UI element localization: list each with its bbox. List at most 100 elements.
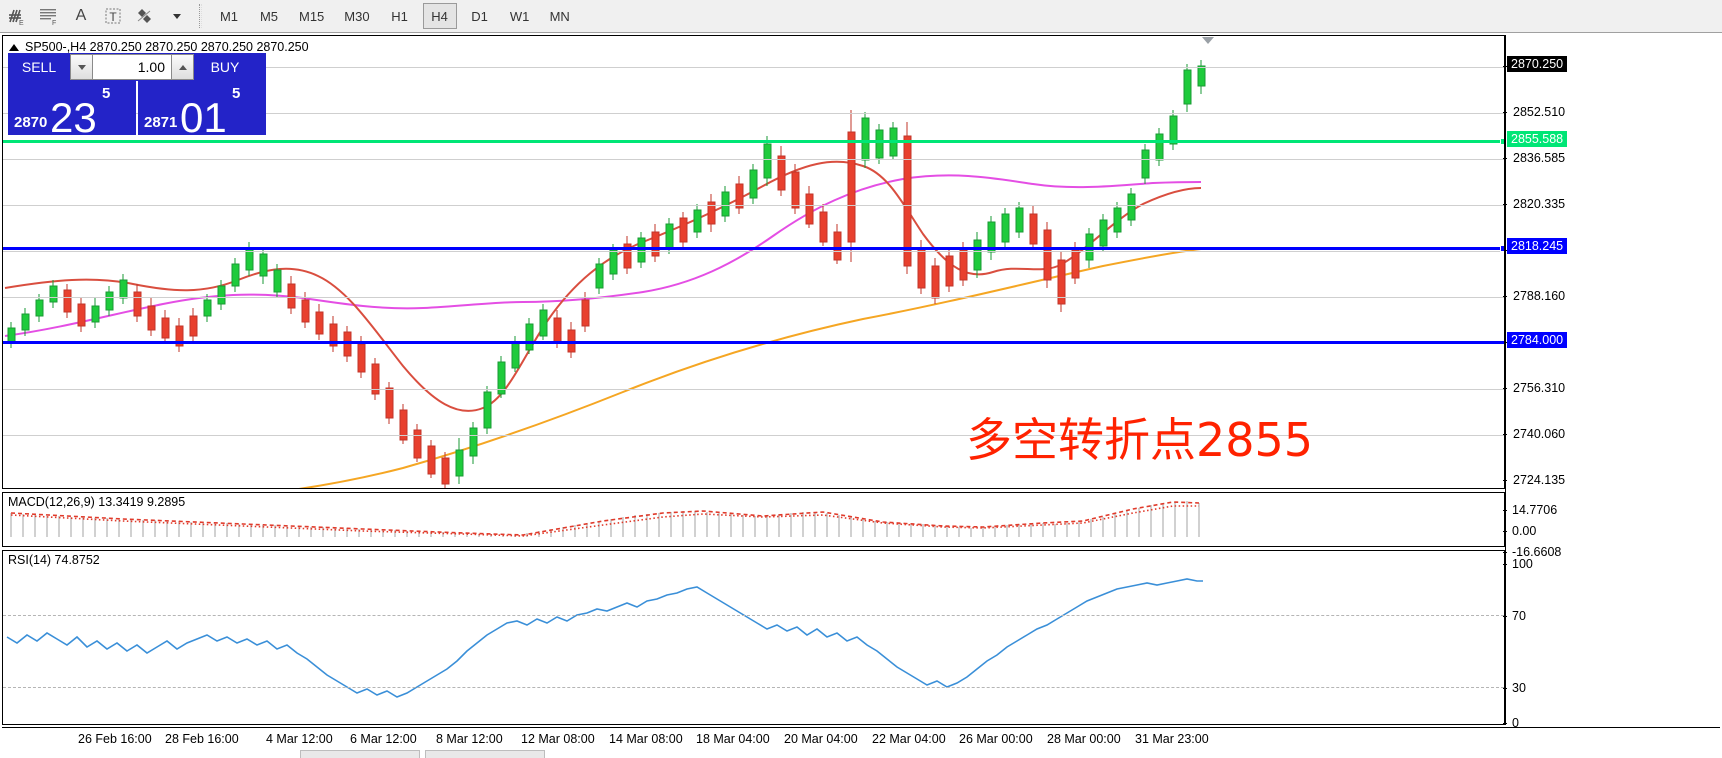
chart-tab[interactable] [300,750,420,758]
rsi-series-svg [6,578,1203,698]
svg-text:E: E [19,20,24,26]
time-axis[interactable]: 26 Feb 16:00 28 Feb 16:00 4 Mar 12:00 6 … [2,727,1720,753]
gridline [3,113,1504,114]
level-tag-2784[interactable]: 2784.000 [1507,332,1568,348]
gridline [3,435,1504,436]
rsi-tick-30: 30 [1503,681,1526,695]
level-handle[interactable] [1500,138,1504,145]
timeframe-h1[interactable]: H1 [391,8,408,24]
trade-panel-prices: 2870 23 5 2871 01 5 [8,81,266,135]
window-bottom-strip [0,750,1722,758]
level-tag-2818[interactable]: 2818.245 [1507,238,1568,254]
macd-label: MACD(12,26,9) 13.3419 9.2895 [8,495,186,509]
buy-button[interactable]: BUY [194,53,256,81]
gridline [3,205,1504,206]
price-tick: 2740.060 [1502,427,1565,441]
rsi-level-30 [3,687,1504,688]
time-tick: 18 Mar 04:00 [696,732,770,746]
timeframe-m5[interactable]: M5 [259,8,279,24]
current-price-tag: 2870.250 [1507,56,1568,72]
ma-slow-orange [298,248,1202,488]
text-object-icon[interactable]: T [98,2,128,30]
bid-price-prefix: 2870 [14,114,48,131]
price-tick: 2788.160 [1502,289,1565,303]
crosshair-grid-icon[interactable]: F [34,2,64,30]
volume-decrease-button[interactable] [70,54,93,80]
objects-icon[interactable] [130,2,160,30]
rsi-pane[interactable]: RSI(14) 74.8752 [2,550,1505,725]
collapse-triangle-icon[interactable] [9,43,19,51]
text-label-icon[interactable]: A [75,7,87,24]
svg-text:T: T [109,10,117,24]
time-tick: 31 Mar 23:00 [1135,732,1209,746]
macd-pane[interactable]: MACD(12,26,9) 13.3419 9.2895 [2,492,1505,547]
gridline [3,67,1504,68]
time-tick: 26 Feb 16:00 [78,732,152,746]
chart-annotation-text: 多空转折点2855 [966,413,1314,467]
bid-price-main: 23 [50,94,97,136]
candlestick-series [7,60,1206,488]
symbol-header: SP500-,H4 2870.250 2870.250 2870.250 287… [9,40,309,54]
rsi-label: RSI(14) 74.8752 [8,553,100,567]
indicators-icon[interactable]: E [2,2,32,30]
macd-tick-top: 14.7706 [1502,503,1557,517]
time-tick: 22 Mar 04:00 [872,732,946,746]
timeframe-d1[interactable]: D1 [471,8,488,24]
level-line-2855[interactable] [3,138,1504,145]
macd-histogram [10,501,1200,537]
time-tick: 6 Mar 12:00 [350,732,417,746]
macd-tick-bottom: -16.6608 [1502,545,1561,559]
ma-mid-magenta [4,174,1202,337]
rsi-tick-70: 70 [1503,609,1526,623]
sell-button[interactable]: SELL [8,53,70,81]
ask-price-main: 01 [180,94,227,136]
rsi-tick-0: 0 [1503,716,1519,730]
time-tick: 8 Mar 12:00 [436,732,503,746]
level-line-2784[interactable] [3,341,1504,344]
volume-stepper[interactable]: 1.00 [70,54,194,80]
level-handle[interactable] [1500,245,1504,252]
level-tag-2855[interactable]: 2855.588 [1507,131,1568,147]
timeframe-m15[interactable]: M15 [299,8,325,24]
chart-toolbar: E F A T [0,0,1722,33]
timeframe-h4[interactable]: H4 [422,3,457,29]
price-axis[interactable]: 2868.760 2852.510 2836.585 2820.335 2804… [1502,35,1720,730]
time-tick: 14 Mar 08:00 [609,732,683,746]
time-tick: 28 Feb 16:00 [165,732,239,746]
macd-signal-line [10,505,1199,537]
ask-price-prefix: 2871 [144,114,178,131]
time-tick: 4 Mar 12:00 [266,732,333,746]
crosshair-marker-icon [1202,37,1214,44]
ask-price-display[interactable]: 2871 01 5 [138,81,266,135]
ask-price-point: 5 [232,85,241,102]
gridline [3,297,1504,298]
chevron-down-icon[interactable] [162,2,192,30]
bid-price-display[interactable]: 2870 23 5 [8,81,136,135]
chart-tab[interactable] [425,750,545,758]
timeframe-m30[interactable]: M30 [344,8,370,24]
macd-line [10,501,1200,536]
volume-increase-button[interactable] [171,54,194,80]
one-click-trading-panel[interactable]: SELL 1.00 BUY 2870 23 5 2871 01 5 [8,53,266,135]
price-tick: 2724.135 [1502,473,1565,487]
rsi-level-70 [3,615,1504,616]
price-pane[interactable]: SP500-,H4 2870.250 2870.250 2870.250 287… [2,35,1505,489]
timeframe-mn[interactable]: MN [549,8,570,24]
timeframe-m1[interactable]: M1 [219,8,239,24]
level-line-2818[interactable] [3,245,1504,252]
price-tick: 2756.310 [1502,381,1565,395]
chart-canvas-area[interactable]: SP500-,H4 2870.250 2870.250 2870.250 287… [0,33,1722,758]
time-tick: 28 Mar 00:00 [1047,732,1121,746]
trade-panel-controls: SELL 1.00 BUY [8,53,266,81]
time-tick: 12 Mar 08:00 [521,732,595,746]
time-tick: 26 Mar 00:00 [959,732,1033,746]
price-tick: 2820.335 [1502,197,1565,211]
price-tick: 2852.510 [1502,105,1565,119]
bid-price-point: 5 [102,85,111,102]
gridline [3,159,1504,160]
timeframe-w1[interactable]: W1 [509,8,530,24]
macd-tick-zero: 0.00 [1502,524,1536,538]
volume-input[interactable]: 1.00 [93,54,171,80]
toolbar-divider [199,4,202,28]
